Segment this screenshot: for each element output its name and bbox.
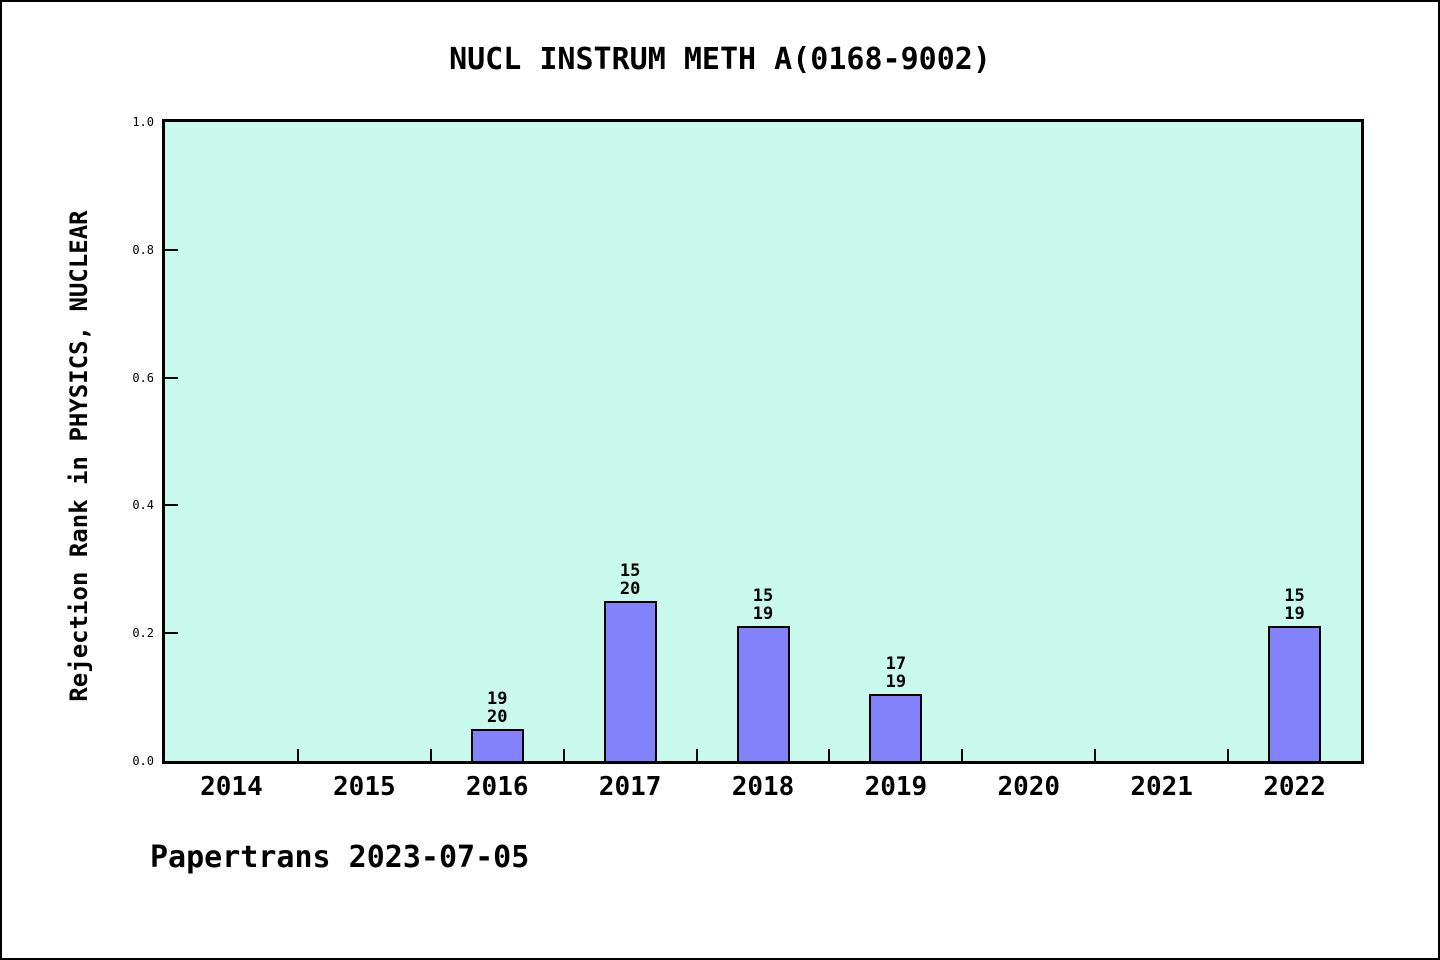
bar-label-numerator: 17 — [885, 654, 907, 674]
x-axis-minor-tick — [828, 749, 831, 761]
x-axis-minor-tick — [296, 749, 299, 761]
x-axis-minor-tick — [1094, 749, 1097, 761]
x-tick-label-2018: 2018 — [731, 772, 795, 802]
bar-label-2019: 17 19 — [856, 655, 936, 691]
bar-label-denominator: 19 — [1284, 604, 1305, 624]
bar-label-numerator: 15 — [752, 586, 774, 606]
plot-area: 19 20 15 20 15 19 17 19 15 19 — [162, 119, 1364, 764]
x-tick-label-2020: 2020 — [997, 772, 1061, 802]
x-tick-label-2022: 2022 — [1263, 772, 1326, 802]
bar-label-2017: 15 20 — [590, 562, 670, 598]
y-axis-tick — [165, 632, 178, 635]
x-tick-label-2021: 2021 — [1130, 772, 1193, 802]
y-axis-ticks: 0.0 0.2 0.4 0.6 0.8 1.0 — [92, 115, 154, 768]
y-tick-label-0.0: 0.0 — [132, 754, 154, 768]
y-axis-tick — [165, 248, 178, 251]
x-tick-label-2015: 2015 — [333, 772, 396, 802]
bar-2018 — [736, 626, 790, 761]
bar-label-denominator: 20 — [486, 707, 508, 727]
bar-2016 — [470, 729, 524, 761]
bar-label-2016: 19 20 — [457, 690, 537, 726]
bar-label-numerator: 15 — [1284, 586, 1305, 606]
bar-label-denominator: 19 — [752, 604, 774, 624]
bar-2017 — [603, 601, 657, 761]
bar-label-numerator: 19 — [486, 689, 508, 709]
x-axis-minor-tick — [961, 749, 964, 761]
x-tick-label-2019: 2019 — [864, 772, 928, 802]
bar-label-numerator: 15 — [619, 561, 641, 581]
bar-2022 — [1268, 626, 1322, 761]
bar-label-denominator: 19 — [885, 672, 907, 692]
bar-label-2018: 15 19 — [723, 587, 803, 623]
y-axis-label: Rejection Rank in PHYSICS, NUCLEAR — [65, 210, 93, 702]
x-axis-minor-tick — [429, 749, 432, 761]
y-tick-label-0.2: 0.2 — [132, 626, 154, 641]
x-axis-minor-tick — [562, 749, 565, 761]
x-axis-minor-tick — [1227, 749, 1230, 761]
chart-title: NUCL INSTRUM METH A(0168-9002) — [449, 42, 991, 77]
y-tick-label-0.4: 0.4 — [132, 498, 154, 513]
y-axis-tick — [165, 376, 178, 379]
x-tick-label-2014: 2014 — [200, 772, 263, 802]
bar-label-2022: 15 19 — [1255, 587, 1335, 623]
y-tick-label-0.6: 0.6 — [132, 370, 154, 385]
x-tick-label-2017: 2017 — [598, 772, 662, 802]
x-axis-minor-tick — [695, 749, 698, 761]
y-axis-tick — [165, 504, 178, 507]
x-tick-label-2016: 2016 — [465, 772, 529, 802]
bar-label-denominator: 20 — [619, 579, 641, 599]
x-axis-labels: 2014 2015 2016 2017 2018 2019 2020 2021 2022 — [165, 772, 1361, 808]
bar-2019 — [869, 694, 923, 761]
y-tick-label-0.8: 0.8 — [132, 242, 154, 257]
y-tick-label-1.0: 1.0 — [132, 115, 154, 129]
footer-text: Papertrans 2023-07-05 — [150, 840, 530, 875]
